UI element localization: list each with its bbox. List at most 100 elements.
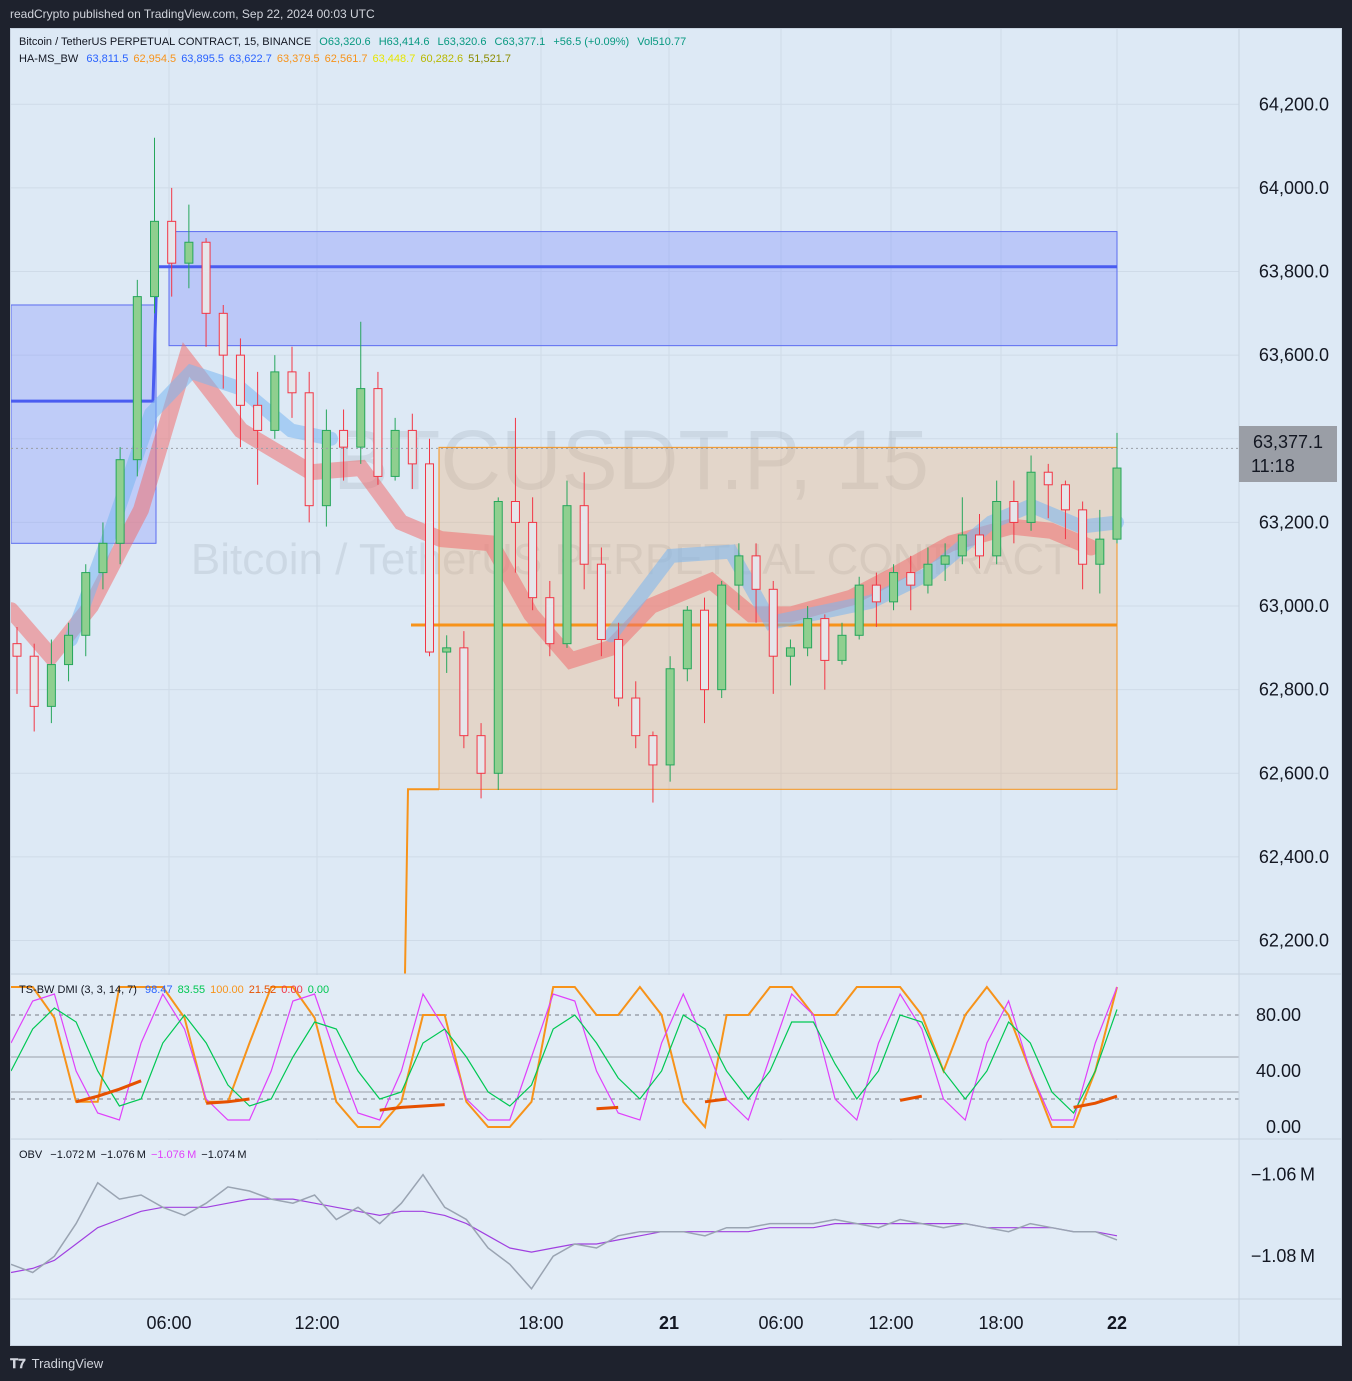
price-axis-label: 63,600.0 [1259, 345, 1329, 365]
dmi-pane[interactable] [11, 975, 1239, 1139]
dmi-axis-label: 0.00 [1266, 1117, 1301, 1137]
candle-body [751, 555, 761, 590]
time-axis-label: 18:00 [518, 1313, 563, 1333]
tradingview-logo-icon: 𝐓𝟕 [10, 1356, 26, 1371]
candle-body [614, 638, 624, 699]
volume-value: Vol510.77 [637, 36, 687, 48]
candle [132, 279, 142, 477]
candle [81, 564, 91, 657]
candle [253, 371, 263, 485]
candle [648, 731, 658, 803]
candle-body [493, 501, 503, 774]
candle [700, 597, 709, 724]
indicator-value-3: 63,622.7 [229, 53, 272, 65]
candle-body [648, 735, 658, 766]
price-axis-label: 64,200.0 [1259, 94, 1329, 114]
candle-body [287, 371, 297, 394]
time-axis-label: 18:00 [978, 1313, 1023, 1333]
candle-body [442, 647, 452, 653]
axes: 64,200.064,000.063,800.063,600.063,400.0… [11, 29, 1341, 1345]
indicator-name[interactable]: HA-MS_BW [19, 53, 79, 65]
candle-body [906, 572, 916, 586]
candle [992, 480, 1002, 565]
candle-body [768, 588, 778, 657]
obv-main-line [11, 1173, 1118, 1291]
price-axis-label: 62,800.0 [1259, 680, 1329, 700]
candle-body [579, 505, 589, 565]
candle-body [1095, 538, 1105, 565]
candle-body [510, 501, 520, 523]
price-axis-label: 64,000.0 [1259, 178, 1329, 198]
candle-body [957, 534, 967, 557]
dmi-legend: TS-BW DMI (3, 3, 14, 7) 98.47 83.55 100.00… [19, 984, 339, 996]
candle [1078, 501, 1088, 590]
candle-body [46, 664, 56, 707]
candle-body [992, 501, 1002, 557]
candle [235, 338, 245, 448]
tradingview-brand[interactable]: TradingView [31, 1356, 104, 1371]
time-axis-label: 21 [659, 1313, 679, 1333]
lower-zone-edge-line [404, 788, 439, 975]
change-value: +56.5 (+0.09%) [553, 36, 630, 48]
candle [115, 447, 125, 565]
candle [803, 606, 813, 657]
candle-body [837, 634, 847, 661]
candle [373, 371, 383, 485]
candle [854, 576, 864, 640]
candle [150, 137, 159, 314]
candle [768, 580, 778, 694]
obv-values: −1.072 M −1.076 M −1.076 M −1.074 M [50, 1149, 251, 1161]
candle [339, 409, 349, 481]
candle-body [1009, 501, 1019, 523]
candle-body [562, 505, 572, 645]
obv-name[interactable]: OBV [19, 1149, 43, 1161]
chart-frame[interactable]: BTCUSDT.P, 15 Bitcoin / TetherUS PERPETUA… [10, 28, 1342, 1346]
price-axis-label: 63,800.0 [1259, 262, 1329, 282]
dmi-name[interactable]: TS-BW DMI (3, 3, 14, 7) [19, 984, 137, 996]
obv-axis-label: −1.08 M [1251, 1246, 1315, 1266]
candle [442, 635, 452, 673]
candle [270, 355, 280, 439]
obv-bg [11, 1140, 1239, 1299]
candle-body [12, 643, 22, 657]
obv-pane[interactable] [11, 1140, 1239, 1299]
dmi-signal-line [11, 1007, 1118, 1114]
footer: 𝐓𝟕 TradingView [0, 1346, 1352, 1381]
dmi-value-4: 0.00 [281, 984, 303, 996]
candle [906, 555, 916, 611]
publisher-header: readCrypto published on TradingView.com,… [10, 7, 375, 21]
candle [390, 417, 400, 481]
candle-body [390, 429, 400, 477]
candle [476, 723, 486, 799]
obv-signal-line [11, 1198, 1118, 1274]
candle-body [1112, 467, 1122, 540]
candle-body [803, 618, 813, 649]
candle-body [717, 584, 727, 691]
obv-axis-label: −1.06 M [1251, 1165, 1315, 1185]
candle [321, 409, 331, 527]
candle-body [785, 647, 795, 657]
ribbon-blue-early [64, 363, 338, 647]
candle-body [631, 697, 641, 737]
candle [425, 438, 434, 657]
candle-body [1043, 471, 1053, 486]
candle [407, 413, 417, 489]
time-axis-label: 22 [1107, 1313, 1127, 1333]
indicator-values: 63,811.5 62,954.5 63,895.5 63,622.7 63,379.5… [86, 53, 516, 65]
candle [64, 622, 74, 682]
candle-body [150, 220, 159, 298]
candle [682, 606, 692, 682]
symbol-name[interactable]: Bitcoin / TetherUS PERPETUAL CONTRACT, 1… [19, 36, 312, 48]
dmi-axis-label: 40.00 [1256, 1061, 1301, 1081]
candle [871, 572, 881, 627]
candle [201, 238, 211, 347]
candle-body [528, 521, 538, 599]
candle [98, 522, 108, 590]
candle [975, 514, 984, 569]
candle-body [975, 534, 984, 557]
candle [751, 543, 761, 623]
candle-body [132, 296, 142, 461]
dmi-values: 98.47 83.55 100.00 21.52 0.00 0.00 [145, 984, 334, 996]
